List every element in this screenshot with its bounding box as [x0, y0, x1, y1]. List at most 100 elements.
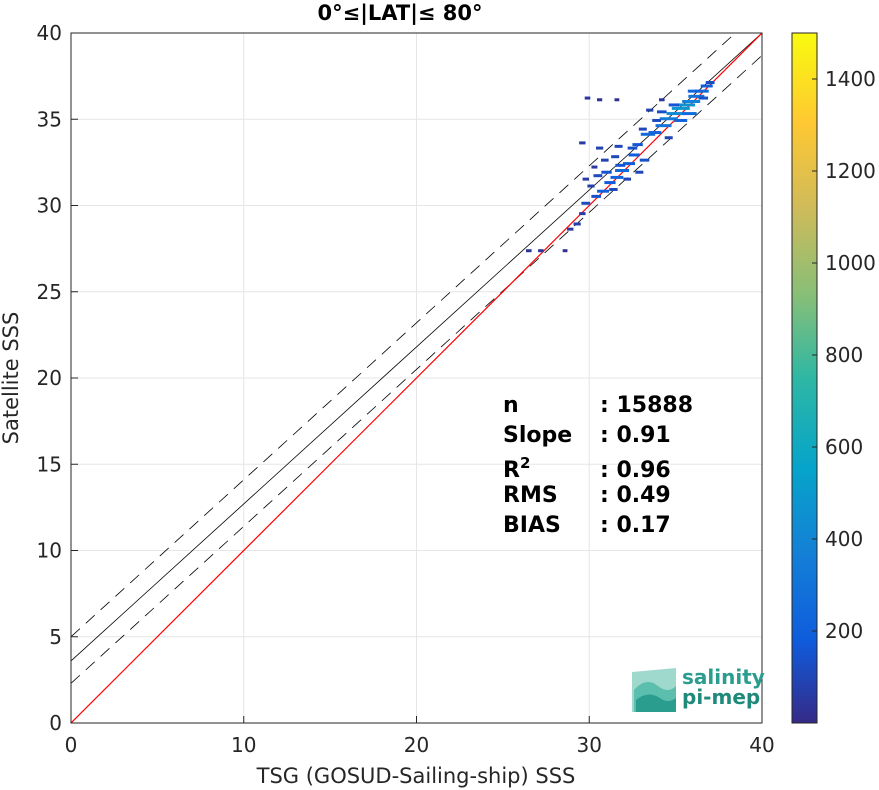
density-cell [622, 162, 635, 166]
density-cell [682, 112, 697, 116]
y-tick-label: 40 [37, 21, 62, 45]
regression-lines [71, 33, 762, 723]
stat-value: : 0.49 [600, 483, 671, 508]
x-axis-ticks: 0 10 20 30 40 [65, 716, 775, 757]
y-tick-label: 35 [37, 107, 62, 131]
stat-label: BIAS [503, 513, 561, 538]
density-cell [627, 146, 638, 150]
density-cell [596, 146, 604, 150]
density-cell [646, 108, 654, 112]
y-tick-label: 10 [37, 539, 62, 563]
density-cell [615, 163, 626, 167]
density-cell [688, 94, 705, 98]
statistics-panel: n : 15888 Slope : 0.91 R2 : 0.96 RMS : 0.49 BIAS… [503, 393, 693, 538]
stat-value: : 0.17 [600, 513, 671, 538]
density-cell [668, 103, 680, 107]
fit-lower-bound-line [71, 55, 762, 684]
x-axis-label: TSG (GOSUD-Sailing-ship) SSS [256, 764, 576, 788]
colorbar-ticks: 200 400 600 800 1000 1200 1400 [812, 67, 876, 643]
x-tick-label: 0 [65, 733, 78, 757]
density-cell [611, 155, 620, 159]
density-cell [666, 112, 685, 116]
stat-label: n [503, 393, 519, 418]
density-cell [676, 103, 695, 107]
density-cell [584, 96, 591, 100]
density-cell [623, 177, 632, 181]
y-tick-label: 0 [49, 711, 62, 735]
density-cell [597, 98, 603, 102]
density-cell [601, 170, 612, 174]
colorbar [791, 32, 818, 724]
density-cell [674, 118, 688, 122]
density-cell [591, 194, 601, 198]
density-cell [682, 100, 701, 103]
density-cell [659, 98, 665, 102]
stat-label: R2 [503, 454, 530, 483]
y-tick-label: 25 [37, 280, 62, 304]
fit-upper-bound-line [71, 33, 737, 638]
x-tick-label: 30 [577, 733, 602, 757]
density-cell [657, 110, 667, 114]
x-tick-label: 10 [231, 733, 256, 757]
density-cell [652, 118, 662, 122]
colorbar-tick-label: 600 [825, 435, 863, 459]
density-cell [655, 124, 672, 128]
density-cell [671, 106, 690, 110]
density-cell [562, 249, 568, 253]
stat-label: RMS [503, 483, 558, 508]
density-cell [525, 249, 532, 253]
salinity-pi-mep-logo: salinity pi-mep [632, 665, 765, 712]
fit-line [71, 33, 762, 662]
density-cell [582, 177, 589, 181]
chart-title: 0°≤|LAT|≤ 80° [317, 1, 482, 26]
stat-value: : 0.91 [600, 423, 671, 448]
density-cell [705, 81, 715, 85]
density-cell [567, 227, 574, 231]
colorbar-tick-label: 200 [825, 619, 863, 643]
density-cell [639, 158, 650, 162]
wave-icon [632, 668, 676, 712]
colorbar-tick-label: 1200 [825, 159, 876, 183]
density-cell [664, 136, 673, 140]
density-cell [579, 212, 586, 216]
density-cell [635, 170, 644, 174]
density-cell [687, 89, 702, 93]
y-axis-ticks: 0 5 10 15 20 25 30 35 40 [37, 21, 78, 735]
y-tick-label: 20 [37, 366, 62, 390]
density-cell [614, 98, 620, 102]
density-cell [694, 89, 709, 93]
density-cell [587, 184, 595, 188]
density-cell [700, 84, 713, 88]
logo-line1: salinity [682, 665, 765, 689]
density-cell [659, 117, 678, 121]
density-cell [593, 174, 603, 178]
colorbar-tick-label: 800 [825, 343, 863, 367]
y-tick-label: 30 [37, 194, 62, 218]
colorbar-tick-label: 1000 [825, 251, 876, 275]
density-cell [604, 181, 616, 185]
density-cell [632, 143, 643, 147]
density-cell [648, 131, 662, 135]
x-tick-label: 40 [749, 733, 774, 757]
y-tick-label: 5 [49, 625, 62, 649]
density-cell [573, 222, 581, 226]
density-points [525, 81, 715, 253]
density-cell [591, 165, 598, 169]
density-cell [628, 153, 640, 157]
density-cell [581, 201, 591, 205]
density-cell [597, 189, 610, 193]
identity-line [71, 33, 762, 723]
density-cell [600, 158, 609, 162]
stat-label: Slope [503, 423, 572, 448]
density-cell [614, 144, 623, 148]
density-cell [698, 96, 709, 100]
logo-line2: pi-mep [682, 685, 760, 709]
density-cell [638, 127, 647, 131]
stat-value: : 0.96 [600, 458, 671, 483]
density-cell [609, 187, 618, 191]
y-tick-label: 15 [37, 452, 62, 476]
stat-value: : 15888 [600, 393, 693, 418]
colorbar-tick-label: 1400 [825, 67, 876, 91]
colorbar-tick-label: 400 [825, 527, 863, 551]
